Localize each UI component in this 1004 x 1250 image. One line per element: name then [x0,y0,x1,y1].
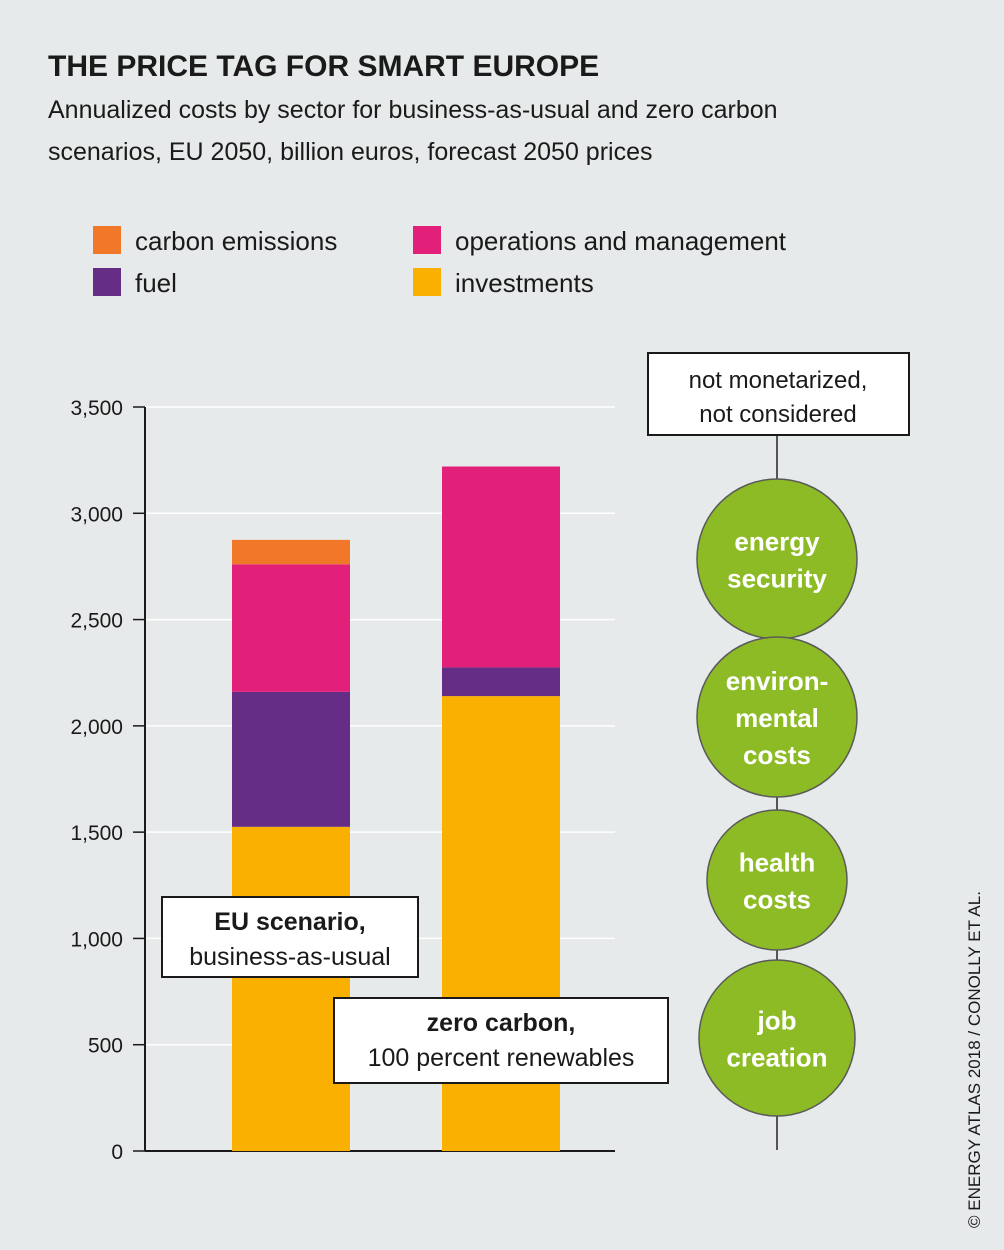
bar-segment [442,667,560,697]
category-box [161,896,419,978]
category-note: business-as-usual [189,943,391,971]
panel-circle [706,809,848,951]
y-tick-label: 2,500 [70,610,123,633]
bar-segment [232,564,350,692]
panel-circle [696,478,858,640]
bar-segment [232,826,350,1151]
y-tick-label: 3,500 [70,397,123,420]
panel-item: security [727,564,827,594]
y-tick-label: 1,500 [70,822,123,845]
category-box [333,997,669,1084]
panel-circle [696,636,858,798]
panel-item: health [739,848,816,878]
chart-subtitle: scenarios, EU 2050, billion euros, forec… [48,138,653,166]
category-note: 100 percent renewables [368,1044,635,1072]
panel-title: not considered [699,401,856,428]
panel-circle [698,959,856,1117]
panel-box [647,352,910,436]
bar-segment [232,691,350,827]
panel-item: mental [735,703,819,733]
category-label: EU scenario, [214,908,365,936]
credit: © ENERGY ATLAS 2018 / CONOLLY ET AL. [965,891,984,1228]
legend-label: investments [455,268,594,298]
panel-item: creation [726,1043,827,1073]
legend-label: fuel [135,268,177,298]
legend-label: carbon emissions [135,226,337,256]
legend-swatch [413,226,441,254]
y-tick-label: 0 [111,1141,123,1164]
panel-item: environ- [726,666,829,696]
y-tick-label: 500 [88,1035,123,1058]
legend-swatch [93,226,121,254]
y-tick-label: 3,000 [70,503,123,526]
chart-subtitle: Annualized costs by sector for business-… [48,96,778,124]
legend-swatch [413,268,441,296]
legend-swatch [93,268,121,296]
y-tick-label: 2,000 [70,716,123,739]
panel-title: not monetarized, [689,367,868,394]
panel-item: costs [743,740,811,770]
panel-item: energy [734,527,820,557]
chart-title: THE PRICE TAG FOR SMART EUROPE [48,50,599,83]
panel-item: costs [743,885,811,915]
category-label: zero carbon, [427,1009,576,1037]
y-tick-label: 1,000 [70,928,123,951]
legend-label: operations and management [455,226,787,256]
panel-item: job [757,1006,797,1036]
bar-segment [442,466,560,668]
bar-segment [232,539,350,565]
